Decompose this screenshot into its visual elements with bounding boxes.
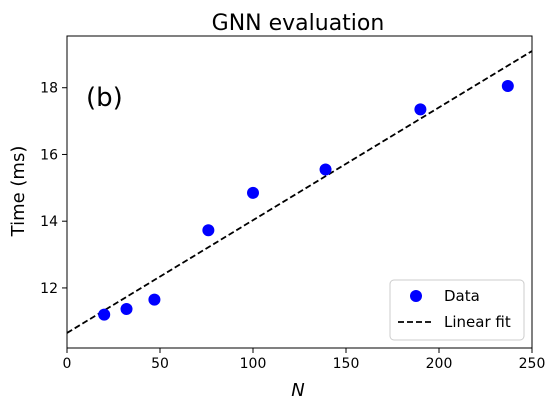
x-axis: 0 50 100 150 200 250 (63, 348, 546, 372)
legend: Data Linear fit (389, 279, 525, 341)
x-tick-label: 0 (63, 356, 72, 372)
data-point (319, 163, 332, 176)
x-tick-label: 200 (426, 356, 453, 372)
data-point (414, 103, 427, 116)
legend-box (389, 279, 525, 341)
x-tick-label: 50 (151, 356, 169, 372)
x-tick-label: 150 (333, 356, 360, 372)
chart-title: GNN evaluation (212, 11, 385, 36)
x-tick-label: 250 (519, 356, 546, 372)
y-axis-title: Time (ms) (8, 146, 29, 238)
legend-marker (410, 290, 422, 302)
plot-area (66, 35, 533, 349)
y-tick-label: 12 (40, 281, 58, 297)
data-point (202, 224, 215, 237)
panel-label: (b) (86, 83, 123, 113)
data-point (120, 302, 133, 315)
x-tick-label: 100 (240, 356, 267, 372)
fit-line (67, 50, 532, 334)
y-tick-label: 16 (40, 147, 58, 163)
y-tick-label: 18 (40, 81, 58, 97)
y-tick-label: 14 (40, 214, 58, 230)
data-point (98, 308, 111, 321)
data-point (501, 80, 514, 93)
legend-label: Data (444, 287, 480, 305)
data-point (148, 293, 161, 306)
x-axis-title: N (291, 380, 304, 401)
y-axis: 12 14 16 18 (40, 81, 67, 297)
data-point (247, 186, 259, 199)
legend-label: Linear fit (444, 313, 511, 331)
plot-frame (66, 35, 533, 349)
